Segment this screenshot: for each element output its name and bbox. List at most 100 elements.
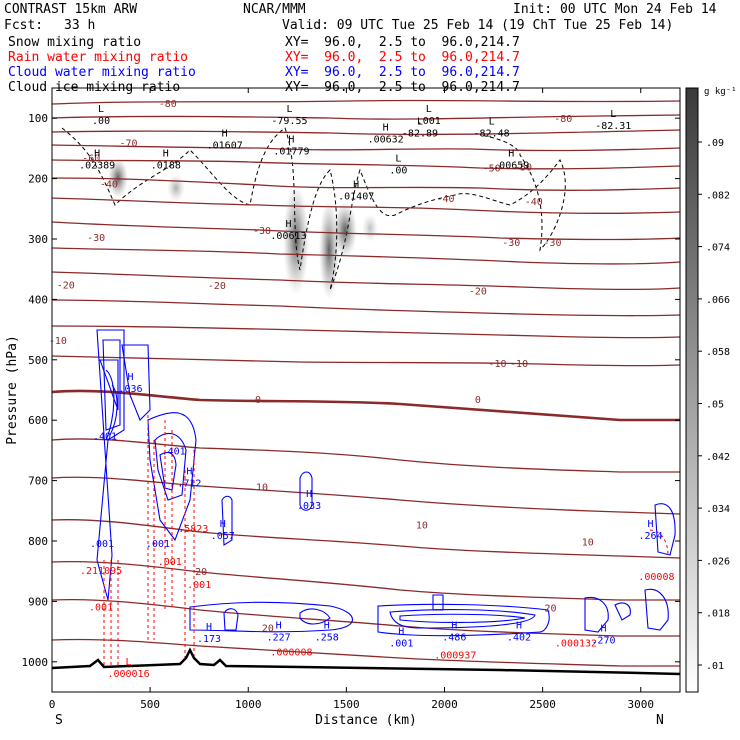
extremum-value: .02389 [79, 160, 115, 171]
x-end-label-north: N [656, 713, 664, 728]
temperature-contour-line [51, 325, 681, 339]
extremum-marker: H [516, 621, 522, 632]
extremum-value: .001 [90, 539, 114, 550]
colorbar-tick-label: .058 [706, 347, 730, 358]
field-xy-snow: XY= 96.0, 2.5 to 96.0,214.7 [285, 35, 520, 50]
temperature-label: -40 [436, 194, 454, 205]
x-tick-label: 2000 [431, 698, 458, 711]
extremum-value: .01407 [338, 192, 374, 203]
y-tick-label: 200 [28, 173, 48, 186]
temperature-contour-line [51, 114, 681, 120]
extremum-value: .00632 [368, 134, 404, 145]
y-tick-label: 800 [28, 535, 48, 548]
extremum-marker: H [220, 519, 226, 530]
temperature-label: -60 [82, 153, 100, 164]
extremum-value: .258 [315, 633, 339, 644]
valid-time: Valid: 09 UTC Tue 25 Feb 14 (19 ChT Tue … [282, 18, 674, 33]
temperature-label: -40 [100, 179, 118, 190]
field-xy-rain: XY= 96.0, 2.5 to 96.0,214.7 [285, 50, 520, 65]
extremum-marker: H [383, 122, 389, 133]
rain-water-contours [103, 415, 669, 665]
colorbar-tick-label: .074 [706, 243, 730, 254]
extremum-value: .001 [89, 602, 113, 613]
temperature-labels: -80 -80 -70 -60 -50 -50 -40 -40 -40 -30 -30 -30 -30 -… [49, 99, 594, 634]
field-name-rain: Rain water mixing ratio [8, 50, 189, 65]
extremum-value: .486 [442, 633, 466, 644]
y-tick-label: 1000 [22, 656, 49, 669]
cloud-water-contours [96, 329, 676, 637]
temperature-contour-line [51, 221, 681, 241]
extremum-value: .00613 [270, 231, 306, 242]
extremum-marker: H [127, 372, 133, 383]
extremum-value: .00008 [638, 572, 674, 583]
temperature-label: -20 [208, 281, 226, 292]
x-axis: 0 500 1000 1500 2000 2500 3000 [49, 88, 654, 711]
colorbar-tick-label: .042 [706, 452, 730, 463]
extremum-value: .5823 [178, 524, 208, 535]
extremum-marker: H [276, 621, 282, 632]
temperature-contour-line [51, 598, 680, 637]
extremum-value: .000016 [107, 669, 149, 680]
extremum-value: .001 [389, 639, 413, 650]
extremum-value: .057 [211, 531, 235, 542]
temperature-label: 20 [195, 567, 207, 578]
x-tick-label: 0 [49, 698, 56, 711]
x-tick-label: 3000 [628, 698, 655, 711]
temperature-contour-line [51, 438, 680, 473]
forecast-hour: 33 h [64, 18, 96, 33]
temperature-contour-line [51, 247, 681, 265]
extremum-marker: H [600, 624, 606, 635]
temperature-label: 0 [475, 395, 481, 406]
x-tick-label: 500 [140, 698, 160, 711]
x-end-label-south: S [55, 713, 63, 728]
extremum-value: .401 [93, 431, 117, 442]
temperature-contour-line [51, 476, 681, 515]
colorbar-tick-label: .01 [706, 661, 724, 672]
extremum-value: .270 [591, 636, 615, 647]
colorbar-ticks: .01 .018 .026 .034 .042 .05 .058 .066 .074 .082 .0… [698, 138, 730, 672]
temperature-label: 10 [416, 521, 428, 532]
extremum-value: .264 [639, 531, 663, 542]
field-name-cloud-water: Cloud water mixing ratio [8, 65, 196, 80]
init-time: Init: 00 UTC Mon 24 Feb 14 [513, 2, 717, 17]
temperature-contour-line [51, 638, 680, 667]
extremum-marker: H [398, 627, 404, 638]
temperature-label: -10 [488, 359, 506, 370]
colorbar-tick-label: .05 [706, 400, 724, 411]
colorbar-tick-label: .034 [706, 504, 730, 515]
temperature-label: 10 [256, 483, 268, 494]
extremum-value: .0188 [151, 160, 181, 171]
temperature-contour-line [51, 99, 681, 105]
colorbar-tick-label: .082 [706, 190, 730, 201]
temperature-contour-line [51, 389, 680, 422]
extremum-value: .001 [158, 557, 182, 568]
extremum-marker: H [186, 467, 192, 478]
temperature-label: -50 [514, 163, 532, 174]
extremum-value: .001 [146, 539, 170, 550]
org-label: NCAR/MMM [243, 2, 306, 17]
temperature-contour-line [51, 271, 681, 291]
extremum-marker: H [353, 180, 359, 191]
extremum-value: .033 [297, 501, 321, 512]
extremum-marker: H [206, 622, 212, 633]
extremum-marker: L [417, 116, 423, 127]
extremum-marker: L [426, 104, 432, 115]
extremum-value: .173 [197, 634, 221, 645]
extremum-marker: H [222, 128, 228, 139]
temperature-label: -80 [554, 114, 572, 125]
temperature-label: -30 [87, 233, 105, 244]
y-tick-label: 400 [28, 293, 48, 306]
extremum-value: -82.31 [595, 121, 631, 132]
extremum-marker: L [126, 657, 132, 668]
temperature-label: -30 [502, 238, 520, 249]
x-axis-title: Distance (km) [315, 713, 417, 728]
temperature-label: -50 [483, 164, 501, 175]
extremum-value: .00 [92, 116, 110, 127]
field-xy-cloud-water: XY= 96.0, 2.5 to 96.0,214.7 [285, 65, 520, 80]
y-tick-label: 500 [28, 354, 48, 367]
extremum-value: -79.55 [271, 116, 307, 127]
temperature-contour-line [51, 560, 680, 601]
colorbar-tick-label: .066 [706, 295, 730, 306]
